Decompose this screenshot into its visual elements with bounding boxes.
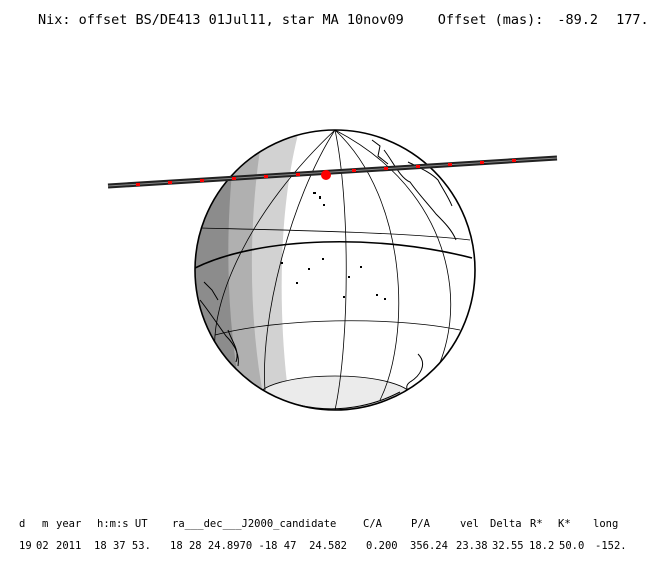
- col-header-month: m: [42, 518, 49, 530]
- col-header-day: d: [19, 518, 26, 530]
- central-event-marker: [321, 170, 331, 180]
- col-header-kstar: K*: [558, 518, 571, 530]
- col-header-vel: vel: [460, 518, 479, 530]
- value-long: -152.: [595, 540, 627, 552]
- col-header-ca: C/A: [363, 518, 382, 530]
- occultation-globe-map: [107, 129, 558, 411]
- plot-title: Nix: offset BS/DE413 01Jul11, star MA 10…: [38, 12, 404, 28]
- offset-y-value: 177.8: [616, 12, 646, 28]
- value-ca: 0.200: [366, 540, 398, 552]
- offset-label: Offset (mas):: [437, 12, 544, 28]
- value-day: 19: [19, 540, 32, 552]
- col-header-year: year: [56, 518, 82, 530]
- value-pa: 356.24: [410, 540, 448, 552]
- col-header-delta: Delta: [490, 518, 522, 530]
- track-time-markers: [136, 159, 516, 186]
- value-time: 18 37 53.: [94, 540, 151, 552]
- col-header-rstar: R*: [530, 518, 543, 530]
- value-rstar: 18.2: [529, 540, 555, 552]
- value-vel: 23.38: [456, 540, 488, 552]
- offset-x-value: -89.2: [557, 12, 599, 28]
- col-header-long: long: [593, 518, 619, 530]
- value-kstar: 50.0: [559, 540, 585, 552]
- equator-line: [195, 241, 473, 269]
- plot-header: Nix: offset BS/DE413 01Jul11, star MA 10…: [38, 12, 646, 28]
- col-header-pa: P/A: [411, 518, 430, 530]
- pacific-islands: [281, 192, 386, 300]
- col-header-radec: ra___dec___J2000_candidate: [172, 518, 337, 530]
- col-header-time: h:m:s UT: [97, 518, 148, 530]
- value-delta: 32.55: [492, 540, 524, 552]
- value-month: 02: [36, 540, 49, 552]
- globe-outline: [194, 129, 476, 411]
- value-year: 2011: [56, 540, 82, 552]
- value-radec: 18 28 24.8970 -18 47 24.582: [170, 540, 348, 552]
